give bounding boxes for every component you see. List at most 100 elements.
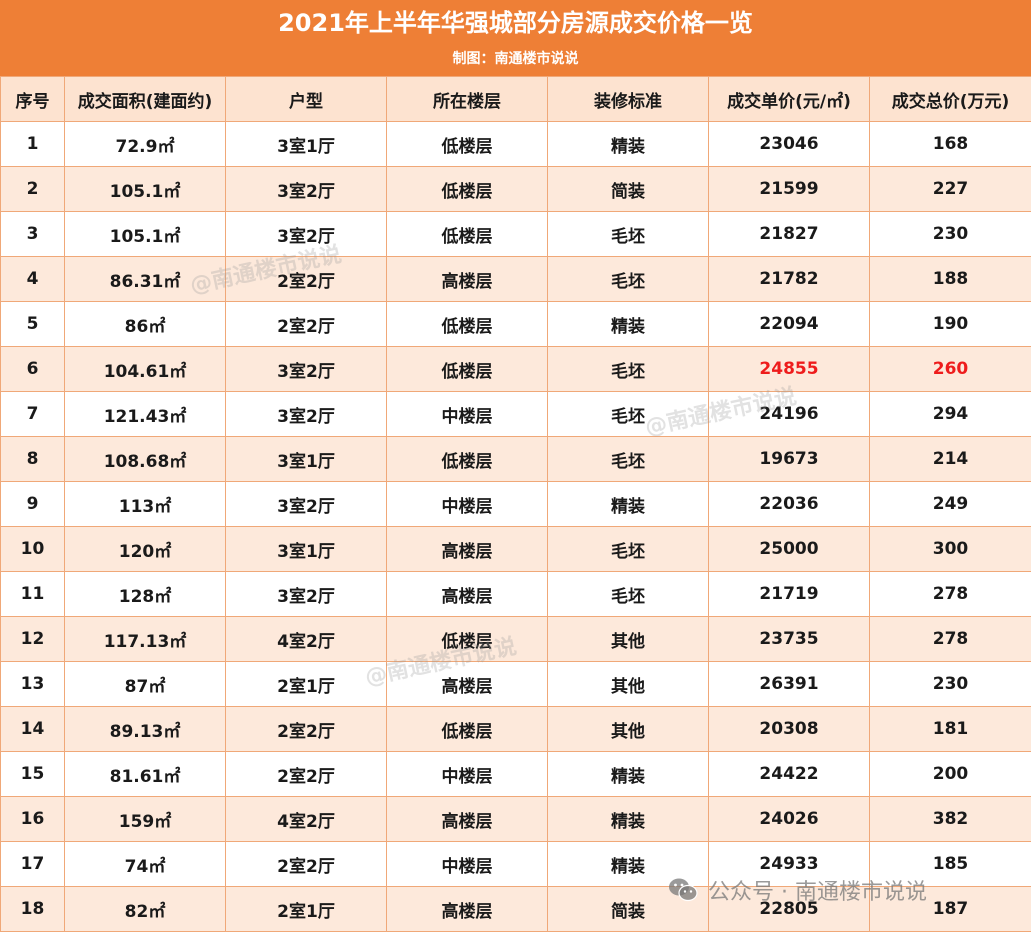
column-header-decoration: 装修标准 bbox=[547, 76, 709, 122]
cell-decoration: 毛坯 bbox=[547, 571, 709, 617]
cell-layout: 3室2厅 bbox=[225, 571, 387, 617]
table-row: 2 105.1㎡ 3室2厅 低楼层 简装 21599 227 bbox=[0, 166, 1031, 212]
cell-decoration: 其他 bbox=[547, 661, 709, 707]
cell-area: 121.43㎡ bbox=[64, 391, 226, 437]
cell-floor: 低楼层 bbox=[386, 706, 548, 752]
cell-area: 128㎡ bbox=[64, 571, 226, 617]
cell-index: 9 bbox=[0, 481, 65, 527]
cell-total-price: 190 bbox=[869, 301, 1031, 347]
cell-layout: 2室2厅 bbox=[225, 301, 387, 347]
column-header-area: 成交面积(建面约) bbox=[64, 76, 226, 122]
cell-floor: 低楼层 bbox=[386, 616, 548, 662]
cell-unit-price: 25000 bbox=[708, 526, 870, 572]
column-header-unit-price: 成交单价(元/㎡) bbox=[708, 76, 870, 122]
account-label: 公众号 · 南通楼市说说 bbox=[708, 880, 927, 905]
page-title: 2021年上半年华强城部分房源成交价格一览 bbox=[278, 9, 753, 37]
cell-index: 8 bbox=[0, 436, 65, 482]
cell-area: 104.61㎡ bbox=[64, 346, 226, 392]
cell-index: 4 bbox=[0, 256, 65, 302]
cell-index: 1 bbox=[0, 121, 65, 167]
cell-total-price: 278 bbox=[869, 616, 1031, 662]
cell-floor: 高楼层 bbox=[386, 796, 548, 842]
cell-decoration: 毛坯 bbox=[547, 211, 709, 257]
table-header-row: 序号 成交面积(建面约) 户型 所在楼层 装修标准 成交单价(元/㎡) 成交总价… bbox=[0, 76, 1031, 122]
cell-area: 89.13㎡ bbox=[64, 706, 226, 752]
cell-layout: 4室2厅 bbox=[225, 796, 387, 842]
table-row: 6 104.61㎡ 3室2厅 低楼层 毛坯 24855 260 bbox=[0, 346, 1031, 392]
cell-area: 74㎡ bbox=[64, 841, 226, 887]
cell-total-price: 260 bbox=[869, 346, 1031, 392]
cell-floor: 低楼层 bbox=[386, 121, 548, 167]
cell-total-price: 227 bbox=[869, 166, 1031, 212]
cell-floor: 低楼层 bbox=[386, 166, 548, 212]
cell-floor: 低楼层 bbox=[386, 436, 548, 482]
cell-unit-price: 23735 bbox=[708, 616, 870, 662]
cell-decoration: 毛坯 bbox=[547, 526, 709, 572]
cell-index: 6 bbox=[0, 346, 65, 392]
transaction-table: 序号 成交面积(建面约) 户型 所在楼层 装修标准 成交单价(元/㎡) 成交总价… bbox=[0, 76, 1031, 932]
cell-floor: 高楼层 bbox=[386, 571, 548, 617]
cell-unit-price: 24933 bbox=[708, 841, 870, 887]
table-row: 10 120㎡ 3室1厅 高楼层 毛坯 25000 300 bbox=[0, 526, 1031, 572]
table-row: 18 82㎡ 2室1厅 高楼层 简装 22805 187 bbox=[0, 886, 1031, 932]
account-watermark: 公众号 · 南通楼市说说 bbox=[668, 872, 927, 908]
cell-unit-price: 21827 bbox=[708, 211, 870, 257]
cell-unit-price: 21719 bbox=[708, 571, 870, 617]
cell-total-price: 185 bbox=[869, 841, 1031, 887]
table-row: 5 86㎡ 2室2厅 低楼层 精装 22094 190 bbox=[0, 301, 1031, 347]
cell-decoration: 简装 bbox=[547, 886, 709, 932]
cell-total-price: 200 bbox=[869, 751, 1031, 797]
table-row: 4 86.31㎡ 2室2厅 高楼层 毛坯 21782 188 bbox=[0, 256, 1031, 302]
cell-total-price: 187 bbox=[869, 886, 1031, 932]
table-row: 15 81.61㎡ 2室2厅 中楼层 精装 24422 200 bbox=[0, 751, 1031, 797]
cell-unit-price: 24422 bbox=[708, 751, 870, 797]
cell-decoration: 毛坯 bbox=[547, 436, 709, 482]
cell-area: 86.31㎡ bbox=[64, 256, 226, 302]
cell-unit-price: 22094 bbox=[708, 301, 870, 347]
cell-floor: 低楼层 bbox=[386, 211, 548, 257]
table-row: 7 121.43㎡ 3室2厅 中楼层 毛坯 24196 294 bbox=[0, 391, 1031, 437]
cell-decoration: 其他 bbox=[547, 706, 709, 752]
table-body: 1 72.9㎡ 3室1厅 低楼层 精装 23046 168 2 105.1㎡ 3室2厅 低楼层 简装 2… bbox=[0, 121, 1031, 932]
cell-index: 17 bbox=[0, 841, 65, 887]
cell-area: 86㎡ bbox=[64, 301, 226, 347]
page-subtitle: 制图：南通楼市说说 bbox=[452, 51, 579, 67]
table-row: 13 87㎡ 2室1厅 高楼层 其他 26391 230 bbox=[0, 661, 1031, 707]
cell-area: 105.1㎡ bbox=[64, 211, 226, 257]
cell-unit-price: 21782 bbox=[708, 256, 870, 302]
cell-area: 72.9㎡ bbox=[64, 121, 226, 167]
cell-total-price: 181 bbox=[869, 706, 1031, 752]
cell-index: 5 bbox=[0, 301, 65, 347]
cell-layout: 2室2厅 bbox=[225, 751, 387, 797]
title-banner: 2021年上半年华强城部分房源成交价格一览 制图：南通楼市说说 bbox=[0, 0, 1031, 76]
cell-area: 120㎡ bbox=[64, 526, 226, 572]
cell-floor: 高楼层 bbox=[386, 526, 548, 572]
cell-area: 159㎡ bbox=[64, 796, 226, 842]
column-header-floor: 所在楼层 bbox=[386, 76, 548, 122]
cell-layout: 3室2厅 bbox=[225, 346, 387, 392]
cell-floor: 低楼层 bbox=[386, 346, 548, 392]
cell-floor: 中楼层 bbox=[386, 481, 548, 527]
cell-total-price: 382 bbox=[869, 796, 1031, 842]
cell-total-price: 278 bbox=[869, 571, 1031, 617]
cell-layout: 3室2厅 bbox=[225, 391, 387, 437]
cell-total-price: 230 bbox=[869, 211, 1031, 257]
cell-unit-price: 24026 bbox=[708, 796, 870, 842]
table-row: 14 89.13㎡ 2室2厅 低楼层 其他 20308 181 bbox=[0, 706, 1031, 752]
table-row: 12 117.13㎡ 4室2厅 低楼层 其他 23735 278 bbox=[0, 616, 1031, 662]
cell-decoration: 毛坯 bbox=[547, 346, 709, 392]
cell-layout: 2室2厅 bbox=[225, 706, 387, 752]
cell-index: 16 bbox=[0, 796, 65, 842]
cell-index: 3 bbox=[0, 211, 65, 257]
table-row: 1 72.9㎡ 3室1厅 低楼层 精装 23046 168 bbox=[0, 121, 1031, 167]
column-header-total-price: 成交总价(万元) bbox=[869, 76, 1031, 122]
cell-unit-price: 24196 bbox=[708, 391, 870, 437]
cell-index: 7 bbox=[0, 391, 65, 437]
cell-floor: 中楼层 bbox=[386, 391, 548, 437]
table-row: 3 105.1㎡ 3室2厅 低楼层 毛坯 21827 230 bbox=[0, 211, 1031, 257]
cell-decoration: 其他 bbox=[547, 616, 709, 662]
cell-unit-price: 23046 bbox=[708, 121, 870, 167]
wechat-icon bbox=[668, 877, 698, 903]
cell-unit-price: 21599 bbox=[708, 166, 870, 212]
